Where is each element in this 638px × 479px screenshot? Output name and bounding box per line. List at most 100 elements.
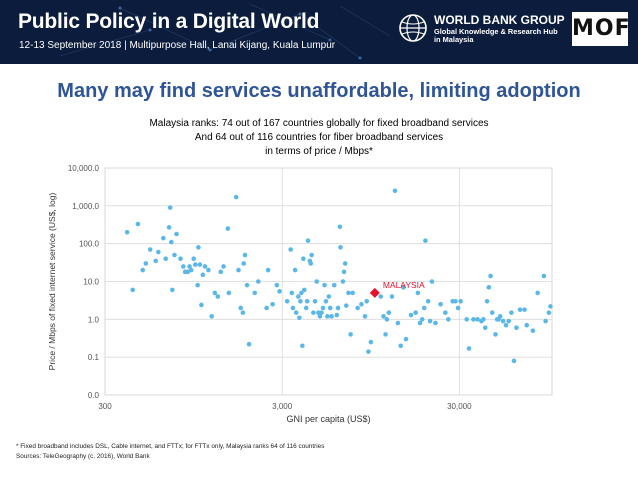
data-point — [383, 332, 388, 337]
data-point — [517, 307, 523, 312]
data-point — [293, 310, 299, 315]
data-point — [320, 305, 326, 311]
data-point — [546, 310, 552, 315]
footnote-sources: Sources: TeleGeography (c. 2016), World … — [16, 453, 150, 460]
data-point — [302, 287, 307, 293]
data-point — [415, 290, 421, 296]
data-point — [341, 269, 347, 275]
data-point — [355, 305, 360, 311]
x-axis-label: GNI per capita (US$) — [286, 414, 370, 424]
data-point — [334, 312, 340, 318]
data-point — [466, 346, 472, 351]
data-point — [329, 314, 334, 319]
data-point — [471, 317, 476, 322]
hub-line-2: in Malaysia — [434, 35, 474, 44]
data-point — [509, 310, 514, 315]
data-point — [486, 285, 492, 290]
data-point — [225, 226, 231, 231]
data-point — [161, 235, 166, 241]
data-point — [244, 282, 250, 288]
data-point — [241, 261, 247, 266]
scatter-chart: 0.0 0.1 1.0 10.0 100.0 1,000.0 10,000.0 300 3,00… — [47, 164, 553, 424]
data-point — [299, 290, 304, 296]
data-point — [174, 231, 179, 237]
data-point — [488, 273, 493, 279]
data-point — [185, 269, 191, 275]
y-tick-label: 0.1 — [88, 353, 100, 362]
data-point — [236, 267, 241, 273]
data-point — [317, 314, 323, 319]
data-point — [419, 317, 425, 322]
data-point — [350, 290, 355, 296]
slide-headline: Many may find services unaffordable, lim… — [57, 80, 581, 102]
data-point — [301, 256, 306, 262]
data-point — [264, 305, 269, 311]
data-point — [300, 343, 305, 349]
data-point — [359, 301, 364, 307]
data-point — [178, 256, 183, 262]
data-point — [252, 290, 258, 296]
data-point — [342, 261, 348, 266]
data-point — [270, 301, 275, 307]
data-point — [153, 258, 159, 264]
data-point — [215, 294, 221, 299]
data-point — [147, 247, 153, 252]
banner-subtitle: 12-13 September 2018 | Multipurpose Hall… — [19, 40, 336, 51]
data-point — [305, 238, 311, 243]
data-point — [464, 317, 469, 322]
data-point — [246, 341, 252, 347]
data-point — [543, 318, 548, 324]
data-point — [389, 294, 395, 299]
data-point — [362, 314, 368, 319]
data-point — [303, 305, 309, 311]
y-tick-label: 10.0 — [83, 278, 99, 287]
data-point — [381, 314, 386, 319]
hub-line-1: Global Knowledge & Research Hub — [434, 27, 558, 36]
data-point — [401, 285, 406, 290]
data-point — [541, 273, 547, 279]
data-point — [290, 305, 296, 311]
data-point — [438, 301, 443, 307]
data-point — [192, 262, 198, 267]
data-point — [238, 305, 244, 311]
data-point — [256, 279, 261, 284]
data-point — [378, 294, 384, 299]
data-point — [403, 336, 409, 342]
data-point — [348, 332, 353, 337]
data-point — [168, 239, 174, 245]
world-bank-globe-icon — [399, 14, 427, 42]
data-point — [386, 310, 392, 315]
data-point — [298, 298, 303, 304]
x-tick-label: 3,000 — [272, 402, 293, 411]
data-point — [277, 289, 282, 294]
data-point — [288, 247, 293, 252]
data-point — [458, 298, 463, 304]
malaysia-label: MALAYSIA — [383, 280, 425, 290]
data-point — [364, 298, 370, 304]
data-point — [493, 332, 498, 337]
y-tick-label: 1.0 — [88, 315, 100, 324]
data-point — [524, 322, 530, 328]
data-point — [319, 310, 324, 315]
data-point — [309, 252, 314, 258]
data-point — [446, 317, 451, 322]
data-point — [311, 310, 316, 315]
data-point — [140, 267, 146, 273]
data-point — [242, 252, 248, 258]
data-point — [274, 282, 280, 288]
data-point — [395, 320, 401, 326]
chart-title-line-2: And 64 out of 116 countries for fiber br… — [194, 132, 444, 143]
x-tick-label: 30,000 — [447, 402, 472, 411]
data-point — [135, 221, 141, 227]
data-point — [433, 320, 438, 326]
data-point — [124, 229, 130, 235]
chart-title-line-3: in terms of price / Mbps* — [265, 146, 373, 157]
data-point — [338, 245, 343, 250]
data-point — [196, 245, 201, 250]
data-point — [187, 264, 192, 269]
world-bank-hub-name: Global Knowledge & Research Hub in Malay… — [434, 28, 558, 44]
data-point — [482, 325, 488, 331]
data-point — [188, 267, 194, 273]
data-point — [368, 339, 374, 345]
data-point — [429, 279, 435, 284]
